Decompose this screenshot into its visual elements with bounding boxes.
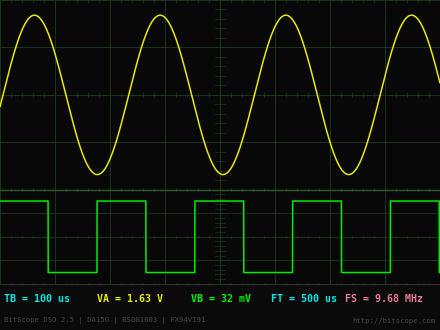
Text: TB = 100 us: TB = 100 us bbox=[4, 294, 70, 304]
Text: http://bitscope.com: http://bitscope.com bbox=[352, 318, 436, 324]
Text: VB = 32 mV: VB = 32 mV bbox=[191, 294, 251, 304]
Text: VA = 1.63 V: VA = 1.63 V bbox=[97, 294, 163, 304]
Text: BitScope DSO 2.5 | DA15G | BS001003 | FX94VI91: BitScope DSO 2.5 | DA15G | BS001003 | FX… bbox=[4, 317, 205, 324]
Text: FT = 500 us: FT = 500 us bbox=[271, 294, 337, 304]
Text: FS = 9.68 MHz: FS = 9.68 MHz bbox=[345, 294, 423, 304]
